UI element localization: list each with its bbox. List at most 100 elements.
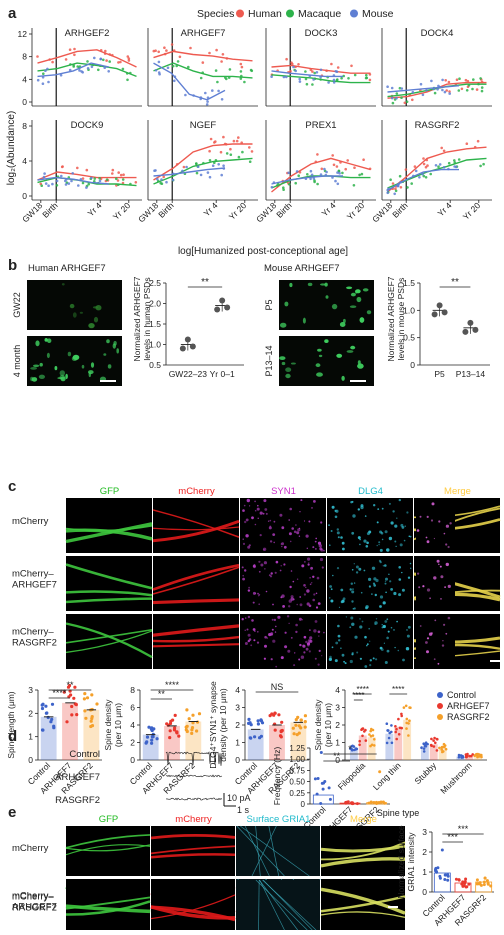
- c-dlg4-image-0-puncta: [404, 525, 406, 527]
- subplot-prex1-point: [270, 185, 274, 189]
- ytick-label: 3: [235, 703, 240, 713]
- human-4month-image-puncta: [47, 338, 52, 344]
- subplot-prex1-point: [360, 172, 364, 176]
- c-dlg4-image-0-puncta: [388, 536, 393, 541]
- ytick-label: 0.5: [149, 360, 161, 370]
- c-merge-overlay-1-puncta: [440, 575, 444, 579]
- subplot-arhgef2-point: [76, 65, 79, 68]
- c-syn1-image-2-puncta: [317, 663, 320, 666]
- c-merge-overlay-0-puncta: [433, 537, 435, 540]
- e-mcherry-image-2-dendrite: [150, 905, 236, 922]
- subplot-rasgrf2-point: [442, 149, 446, 153]
- subplot-arhgef2-point: [99, 57, 103, 61]
- c-dlg4-image-0-puncta: [376, 521, 379, 524]
- legend-marker-macaque: [286, 9, 294, 18]
- c-syn1-image-1-puncta: [290, 570, 293, 572]
- human-4month-image-puncta: [33, 364, 40, 368]
- spine-density-chart-point: [173, 713, 177, 718]
- synapse-density-chart-point: [280, 728, 284, 733]
- spine-type-chart-point: [476, 752, 480, 756]
- gria1-chart-point: [440, 848, 444, 852]
- subplot-ngef-point: [208, 175, 212, 179]
- e-row-label-2: RASGRF2: [12, 903, 57, 914]
- subplot-dock4-point: [403, 101, 407, 105]
- c-mcherry-image-0-structure: [152, 509, 240, 543]
- c-row-label-2: mCherry–: [12, 627, 54, 638]
- spine-density-chart-point: [195, 729, 199, 733]
- frequency-chart-point: [320, 781, 324, 785]
- subplot-rasgrf2-point: [414, 169, 418, 173]
- frequency-chart-point: [375, 800, 378, 804]
- mouse-p5-image-puncta: [350, 292, 356, 297]
- c-dlg4-image-0-puncta: [342, 547, 345, 551]
- subplot-dock3-point: [350, 64, 353, 68]
- c-syn1-image-0-puncta: [281, 545, 283, 548]
- c-dlg4-image-2-puncta: [384, 661, 388, 664]
- c-dlg4-image-2-puncta: [350, 616, 354, 620]
- e-gria1-fiber: [262, 879, 313, 931]
- c-syn1-image-2-puncta: [303, 635, 307, 639]
- spine-density-chart-bar-arhgef7: [164, 725, 180, 760]
- c-syn1-image-2-puncta: [295, 630, 298, 634]
- human-4month-image-puncta: [90, 362, 95, 368]
- channel-label-syn1: SYN1: [271, 486, 296, 497]
- subplot-dock3-point: [297, 63, 300, 66]
- c-syn1-image-1-puncta: [315, 606, 319, 609]
- subplot-arhgef7-point: [221, 53, 225, 56]
- mouse-p5-image-puncta: [289, 282, 293, 288]
- mouse-p5-image-puncta: [320, 283, 326, 286]
- c-syn1-image-2-puncta: [287, 649, 291, 653]
- subplot-rasgrf2-point: [442, 166, 446, 169]
- human-4month-image-puncta: [57, 377, 63, 380]
- synapse-density-chart-point: [303, 725, 307, 729]
- spine-type-chart-point: [435, 749, 439, 752]
- c-mcherry-image-2-dendrite: [152, 624, 240, 637]
- spine-density-chart-point: [155, 737, 159, 741]
- c-dlg4-image-2-puncta: [335, 641, 339, 645]
- c-syn1-image-1-puncta: [268, 574, 271, 577]
- subplot-dock9-point: [115, 177, 118, 180]
- subplot-arhgef7-point: [171, 64, 175, 68]
- subplot-arhgef2-point: [47, 80, 50, 84]
- c-dlg4-image-0-puncta: [330, 530, 333, 532]
- frequency-chart-sig: *: [348, 744, 352, 754]
- mouse-p5-image: [279, 280, 374, 330]
- human-4month-image-puncta: [67, 351, 72, 357]
- synapse-density-chart-point: [297, 724, 301, 728]
- c-syn1-image-0-puncta: [259, 511, 263, 515]
- c-syn1-image-2-puncta: [293, 664, 296, 667]
- c-dlg4-image-0-puncta: [392, 510, 395, 513]
- subplot-rasgrf2-point: [422, 174, 426, 178]
- e-gfp-image-0-structure: [65, 834, 151, 856]
- c-merge-overlay-2-puncta: [447, 616, 451, 620]
- c-dlg4-image-1-puncta: [390, 588, 393, 591]
- subplot-arhgef2-point: [36, 55, 39, 58]
- subplot-ngef-point: [235, 139, 239, 143]
- spine-type-chart-point: [420, 746, 423, 749]
- spine-length-chart-point: [62, 690, 66, 694]
- c-dlg4-image-1-puncta: [336, 567, 340, 570]
- ytick-label: 8: [130, 685, 135, 695]
- c-syn1-image-2-puncta: [244, 629, 246, 631]
- c-syn1-image-2-puncta: [270, 633, 273, 636]
- synapse-density-chart-point: [291, 726, 295, 730]
- c-dlg4-image-2-puncta: [349, 626, 352, 629]
- c-syn1-image-2-puncta: [275, 665, 278, 668]
- subplot-dock4-point: [395, 96, 398, 100]
- subplot-rasgrf2-point: [424, 176, 428, 179]
- c-syn1-image-0-puncta: [283, 545, 287, 549]
- human-4month-image-puncta: [39, 362, 43, 367]
- human-4month-image-puncta: [35, 340, 40, 347]
- ytick-label: 2: [335, 720, 340, 730]
- subplot-ngef-point: [211, 164, 215, 167]
- subplot-prex1-point: [309, 177, 312, 181]
- c-dlg4-image-0-puncta: [406, 511, 409, 514]
- spine-type-chart-point: [422, 750, 426, 753]
- subplot-dock4-point: [455, 78, 459, 81]
- c-syn1-image-1-puncta: [283, 563, 286, 566]
- ytick-label: 1.00: [289, 755, 305, 764]
- ytick-label: 0: [235, 755, 240, 765]
- subplot-arhgef2-point: [126, 55, 130, 58]
- spine-type-chart-point: [464, 753, 468, 757]
- e-merge-image-2-dendrite: [320, 911, 406, 918]
